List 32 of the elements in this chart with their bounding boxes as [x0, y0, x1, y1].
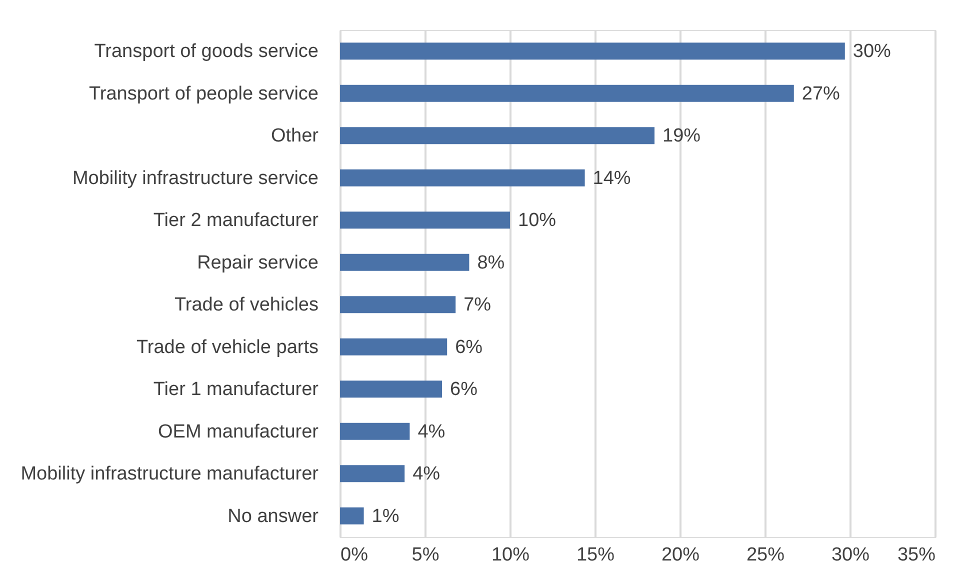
x-tick-label: 25% [746, 544, 785, 566]
data-label: 6% [455, 336, 483, 358]
y-tick-label: Mobility infrastructure service [72, 168, 318, 189]
x-tick-label: 15% [576, 544, 615, 566]
y-tick-label: Mobility infrastructure manufacturer [20, 464, 320, 485]
y-tick-label: Trade of vehicles [174, 294, 318, 316]
data-label: 7% [464, 294, 492, 316]
y-tick-label: Transport of people service [88, 83, 318, 104]
y-tick-label: OEM manufacturer [158, 421, 320, 442]
y-tick-label: Transport of goods service [94, 41, 318, 62]
data-label: 8% [477, 252, 505, 274]
data-label: 4% [418, 421, 446, 442]
data-label: 30% [852, 41, 892, 62]
y-tick-label: Other [270, 126, 320, 147]
x-tick-label: 5% [412, 544, 440, 566]
x-tick-label: 20% [661, 544, 700, 566]
data-label: 19% [662, 126, 701, 147]
y-tick-label: No answer [228, 506, 320, 527]
x-tick-label: 30% [831, 544, 870, 566]
data-label: 10% [518, 210, 556, 232]
data-label: 14% [592, 168, 631, 189]
data-label: 1% [372, 506, 400, 527]
data-label: 27% [802, 83, 840, 104]
y-tick-label: Repair service [197, 252, 318, 274]
x-tick-label: 10% [491, 544, 530, 566]
data-label: 6% [450, 379, 478, 400]
y-tick-label: Tier 2 manufacturer [153, 210, 320, 232]
data-label: 4% [412, 464, 440, 485]
x-tick-label: 35% [897, 544, 936, 566]
y-tick-label: Tier 1 manufacturer [153, 379, 320, 400]
x-tick-label: 0% [340, 544, 368, 566]
y-tick-label: Trade of vehicle parts [136, 336, 318, 358]
